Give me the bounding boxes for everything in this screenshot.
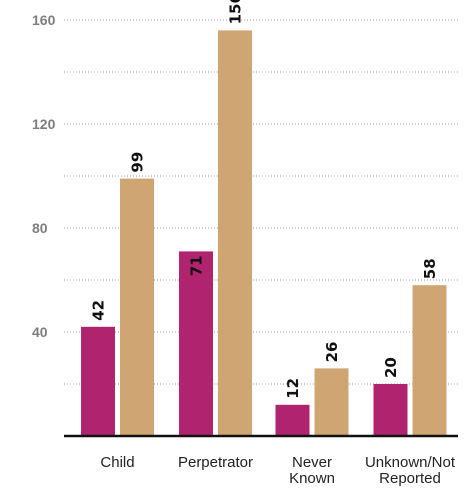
bar-3-series-1 (412, 285, 447, 436)
value-label-3-series-0: 20 (382, 357, 400, 378)
value-label-2-series-1: 26 (323, 342, 341, 363)
category-label-0-line-0: Child (100, 454, 134, 471)
category-label-2-line-0: Never (292, 454, 332, 471)
value-label-0-series-0: 42 (90, 300, 108, 321)
value-label-1-series-0: 71 (188, 255, 206, 276)
value-labels: 42 99 71 156 12 26 20 58 (90, 0, 440, 399)
category-label-2-line-1: Known (289, 470, 335, 487)
bar-2-series-0 (275, 404, 310, 436)
value-label-0-series-1: 99 (129, 152, 147, 173)
bar-0-series-1 (120, 178, 154, 436)
value-label-3-series-1: 58 (421, 258, 439, 279)
bars (81, 30, 447, 437)
bar-1-series-0 (179, 251, 213, 436)
category-label-1-line-0: Perpetrator (178, 454, 253, 471)
y-tick-label-160: 160 (32, 12, 56, 28)
bar-1-series-1 (218, 30, 252, 437)
value-label-1-series-1: 156 (227, 0, 245, 24)
y-tick-label-40: 40 (32, 324, 48, 340)
bar-0-series-0 (81, 326, 115, 436)
value-label-2-series-0: 12 (284, 378, 302, 399)
bar-3-series-0 (373, 384, 408, 436)
y-tick-label-80: 80 (32, 220, 48, 236)
category-label-3-line-0: Unknown/Not (365, 454, 456, 471)
bar-2-series-1 (314, 368, 349, 436)
category-label-3-line-1: Reported (379, 470, 441, 487)
y-tick-label-120: 120 (32, 116, 56, 132)
y-axis-ticks: 40 80 120 160 (32, 12, 56, 340)
